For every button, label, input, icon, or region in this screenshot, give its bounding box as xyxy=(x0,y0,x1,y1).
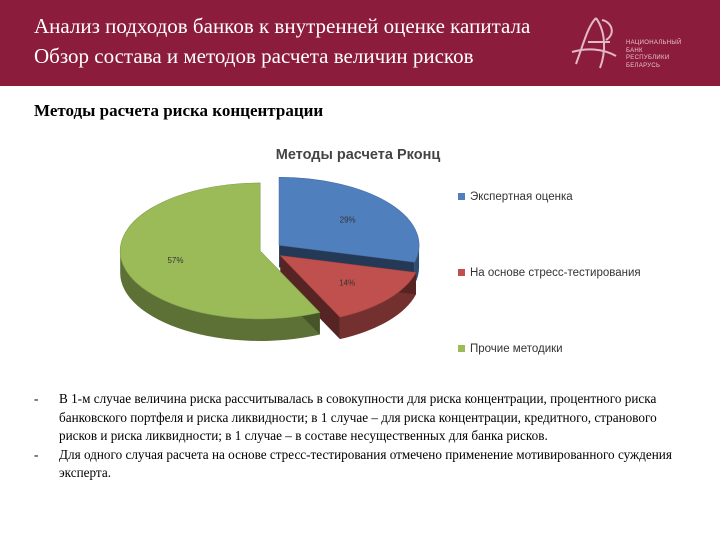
logo-text-line: РЕСПУБЛИКИ xyxy=(626,55,670,61)
pie-data-label: 14% xyxy=(339,278,355,287)
pie-chart: Методы расчета Рконц 29% 14% 57% Экспертна… xyxy=(119,147,641,355)
pie-data-label: 29% xyxy=(340,215,356,224)
logo-text-line: БАНК xyxy=(626,47,643,54)
logo-text-line: НАЦИОНАЛЬНЫЙ xyxy=(626,40,682,46)
logo-text-line: БЕЛАРУСЬ xyxy=(626,62,661,69)
page-title: Анализ подходов банков к внутренней оцен… xyxy=(34,14,531,38)
header-banner: Анализ подходов банков к внутренней оцен… xyxy=(0,0,720,86)
pie-slice-cut-face xyxy=(280,255,340,340)
legend-swatch xyxy=(458,269,465,276)
legend-label: На основе стресс-тестирования xyxy=(470,267,641,279)
notes-list: - В 1-м случае величина риска рассчитыва… xyxy=(34,390,694,483)
note-item: - Для одного случая расчета на основе ст… xyxy=(34,446,694,483)
pie-slices xyxy=(119,176,420,320)
legend-swatch xyxy=(458,193,465,200)
chart-title: Методы расчета Рконц xyxy=(276,147,441,163)
section-title: Методы расчета риска концентрации xyxy=(34,101,324,120)
pie-slice-1 xyxy=(278,176,420,263)
bank-logo-text: НАЦИОНАЛЬНЫЙ БАНК РЕСПУБЛИКИ БЕЛАРУСЬ xyxy=(626,40,682,70)
page-subtitle: Обзор состава и методов расчета величин … xyxy=(34,44,474,68)
pie-slice-side xyxy=(339,272,416,340)
note-item: - В 1-м случае величина риска рассчитыва… xyxy=(34,390,694,446)
legend-label: Экспертная оценка xyxy=(470,191,573,203)
legend-swatch xyxy=(458,345,465,352)
note-bullet: - xyxy=(34,446,39,462)
note-text: Для одного случая расчета на основе стре… xyxy=(59,446,672,481)
note-text: В 1-м случае величина риска рассчитывала… xyxy=(59,391,657,443)
note-bullet: - xyxy=(34,391,39,406)
legend-label: Прочие методики xyxy=(470,343,563,355)
pie-data-label: 57% xyxy=(167,256,183,265)
chart-legend: Экспертная оценка На основе стресс-тестир… xyxy=(458,191,641,355)
pie-data-labels: 29% 14% 57% xyxy=(167,215,355,287)
bank-logo-icon xyxy=(571,17,617,69)
pie-slice-side xyxy=(120,250,320,341)
pie-slice-3 xyxy=(119,182,321,320)
pie-slice-2 xyxy=(279,255,417,318)
